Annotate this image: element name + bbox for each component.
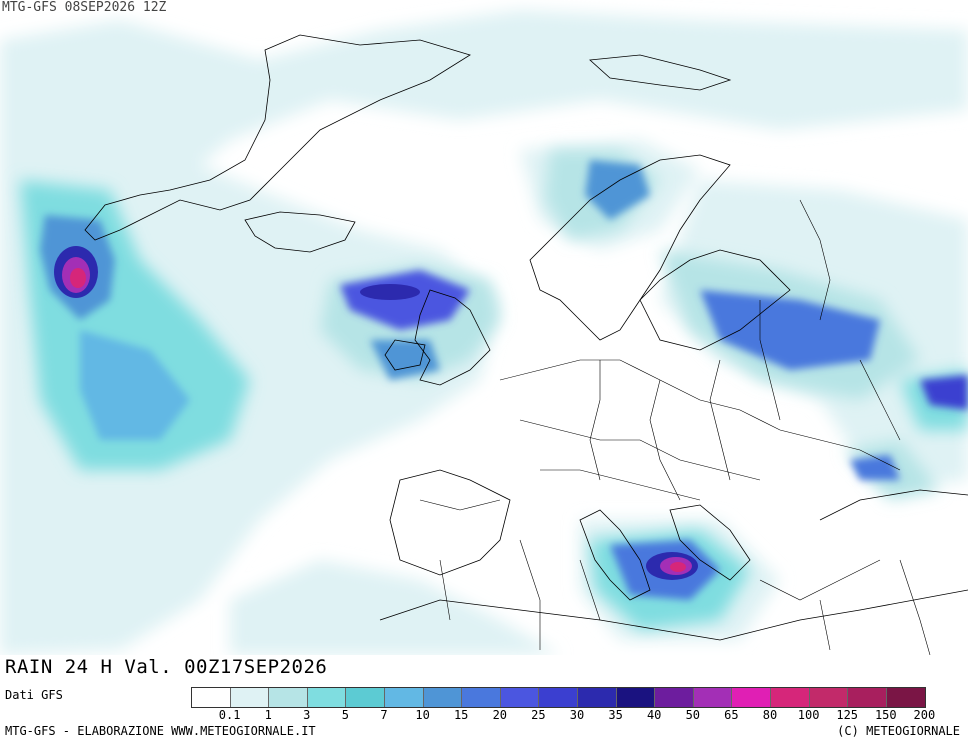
scale-swatch — [655, 688, 694, 707]
scale-swatch — [269, 688, 308, 707]
scale-swatch — [307, 688, 347, 707]
scale-swatch — [539, 688, 578, 707]
map-title: RAIN 24 H Val. 00Z17SEP2026 — [5, 656, 328, 678]
scale-swatch — [230, 688, 270, 707]
scale-swatch — [693, 688, 733, 707]
scale-tick-label: 35 — [608, 708, 623, 722]
scale-tick-label: 40 — [646, 708, 662, 722]
scale-swatch — [423, 688, 463, 707]
scale-tick-label: 3 — [303, 708, 311, 722]
scale-swatch — [616, 688, 656, 707]
color-scale — [191, 687, 927, 708]
scale-tick-label: 10 — [415, 708, 430, 722]
footer-credit: MTG-GFS - ELABORAZIONE WWW.METEOGIORNALE… — [5, 724, 316, 738]
scale-swatch — [848, 688, 887, 707]
country-borders — [419, 199, 931, 655]
scale-tick-label: 0.1 — [218, 708, 241, 722]
scale-swatch — [384, 688, 424, 707]
scale-swatch — [462, 688, 501, 707]
scale-swatch — [809, 688, 849, 707]
scale-tick-label: 20 — [492, 708, 508, 722]
scale-swatch — [192, 688, 231, 707]
scale-swatch — [732, 688, 771, 707]
scale-tick-label: 200 — [913, 708, 936, 722]
model-run-label: MTG-GFS 08SEP2026 12Z — [2, 0, 167, 15]
scale-swatch — [770, 688, 810, 707]
scale-tick-label: 30 — [569, 708, 585, 722]
scale-tick-label: 150 — [874, 708, 897, 722]
intense-rain-cores — [54, 246, 698, 580]
scale-tick-label: 80 — [762, 708, 778, 722]
scale-swatch — [500, 688, 540, 707]
scale-tick-label: 25 — [531, 708, 546, 722]
scale-swatch — [886, 688, 926, 707]
scale-tick-label: 125 — [836, 708, 859, 722]
coastlines — [84, 34, 968, 641]
scale-tick-label: 50 — [685, 708, 701, 722]
scale-tick-label: 1 — [264, 708, 272, 722]
scale-tick-label: 15 — [453, 708, 469, 722]
scale-tick-label: 7 — [380, 708, 388, 722]
scale-tick-label: 100 — [797, 708, 820, 722]
scale-tick-label: 65 — [724, 708, 739, 722]
rainfall-map — [0, 10, 968, 655]
scale-swatch — [577, 688, 617, 707]
footer-copyright: (C) METEOGIORNALE — [837, 724, 960, 738]
scale-tick-label: 5 — [341, 708, 350, 722]
scale-tick-labels: 0.1 1 3 5 7 10 15 20 25 30 35 40 50 65 80 100 125 150 200 — [191, 708, 966, 722]
heavy-rain-field — [40, 160, 968, 600]
data-source-label: Dati GFS — [5, 688, 63, 702]
scale-swatch — [346, 688, 385, 707]
